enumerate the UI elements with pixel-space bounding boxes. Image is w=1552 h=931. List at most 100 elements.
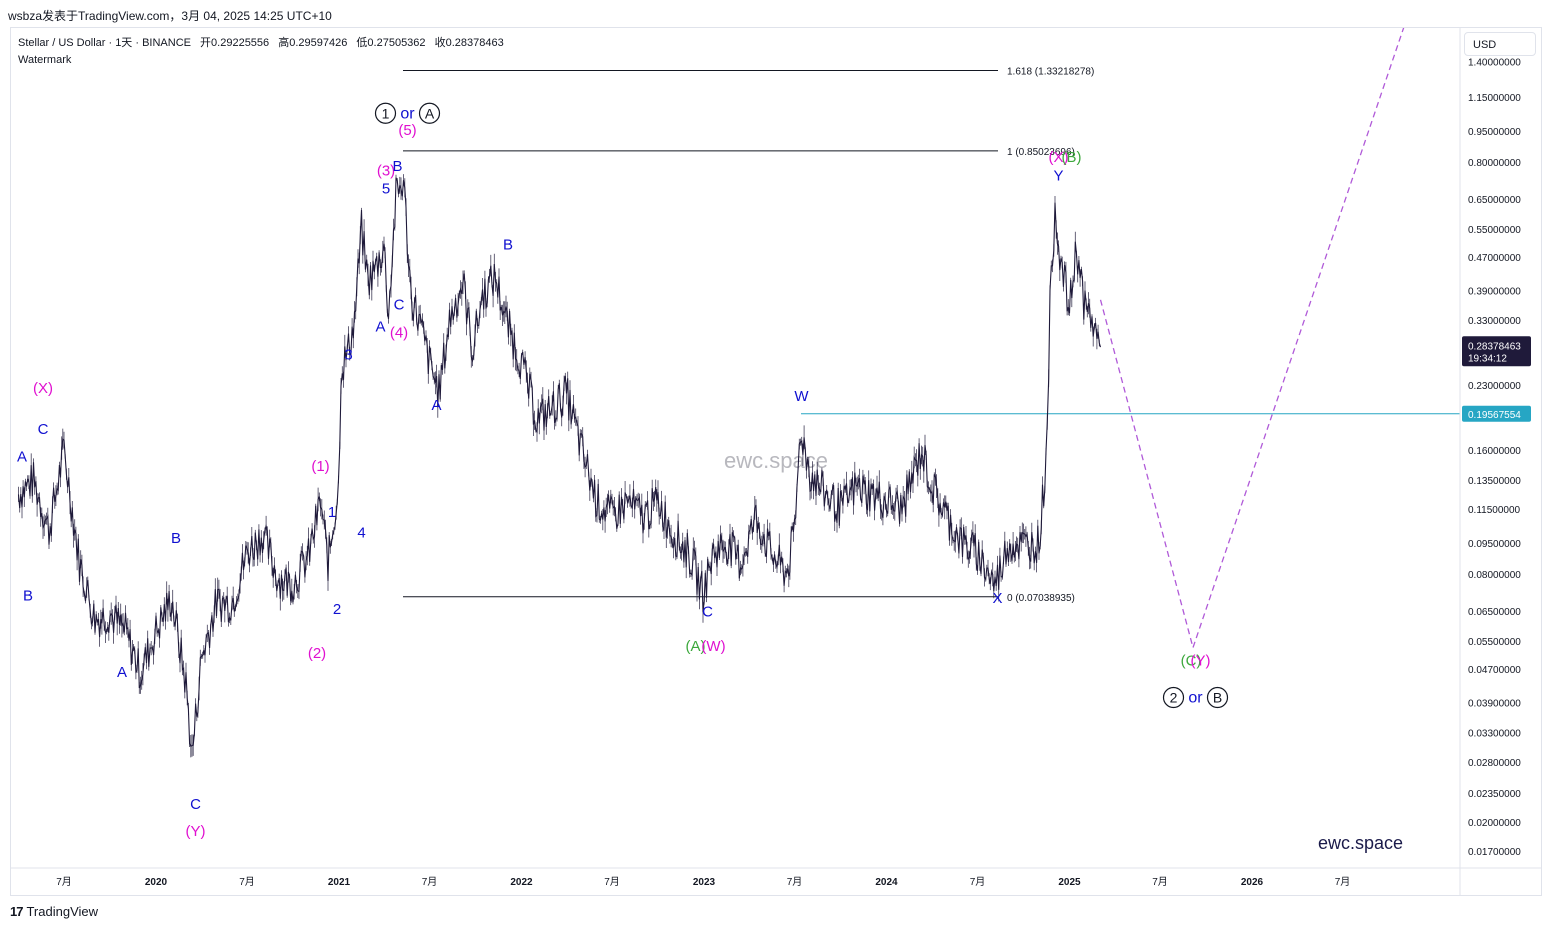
open-value: 0.29225556	[211, 37, 270, 49]
legend-symbol[interactable]: Stellar / US Dollar · 1天 · BINANCE	[18, 37, 191, 49]
wave-label: (2)	[308, 645, 326, 662]
y-tick-label: 0.04700000	[1468, 665, 1521, 676]
chart-frame	[10, 27, 1542, 896]
y-tick-label: 0.02800000	[1468, 758, 1521, 769]
wave-label: X	[992, 590, 1002, 607]
tradingview-logo-icon[interactable]: 17	[10, 904, 24, 919]
circle-sep: or	[400, 105, 415, 122]
close-value: 0.28378463	[445, 37, 504, 49]
footer: 17 TradingView	[10, 904, 98, 919]
x-tick-label: 7月	[56, 876, 72, 888]
watermark-center: ewc.space	[724, 448, 828, 473]
wave-label: (5)	[398, 122, 416, 139]
circle-badge	[374, 102, 397, 124]
price-wicks	[18, 174, 1100, 758]
fib-label: 1.618 (1.33218278)	[1007, 66, 1094, 77]
x-tick-label: 7月	[1335, 876, 1351, 888]
circle-badge-text: A	[425, 105, 435, 121]
wave-label: 4	[357, 525, 365, 542]
wave-label: C	[190, 796, 201, 813]
legend-line: Stellar / US Dollar · 1天 · BINANCE 开0.29…	[18, 35, 504, 52]
y-tick-label: 0.01700000	[1468, 847, 1521, 858]
y-tick-label: 0.33000000	[1468, 316, 1521, 327]
wave-label: B	[171, 530, 181, 547]
y-tick-label: 0.05500000	[1468, 637, 1521, 648]
x-tick-label: 2020	[145, 877, 168, 888]
x-tick-label: 7月	[422, 876, 438, 888]
wave-label: (C)	[1181, 652, 1202, 669]
y-tick-label: 0.47000000	[1468, 253, 1521, 264]
y-tick-label: 1.40000000	[1468, 58, 1521, 69]
wave-label: 5	[382, 180, 390, 197]
low-value: 0.27505362	[367, 37, 426, 49]
wave-label: (3)	[377, 163, 395, 180]
y-tick-label: 0.23000000	[1468, 381, 1521, 392]
circle-badge-text: B	[1213, 689, 1222, 705]
last-price-tag	[1462, 336, 1531, 367]
wave-label: C	[702, 604, 713, 621]
y-tick-label: 0.03300000	[1468, 728, 1521, 739]
y-tick-label: 0.11500000	[1468, 505, 1521, 516]
circle-badge	[418, 102, 441, 124]
watermark-indicator[interactable]: Watermark	[18, 54, 72, 66]
y-tick-label: 0.02000000	[1468, 818, 1521, 829]
y-tick-label: 0.95000000	[1468, 127, 1521, 138]
currency-selector[interactable]: USD	[1464, 32, 1536, 56]
open-label: 开	[200, 37, 212, 49]
support-price-value: 0.19567554	[1468, 410, 1521, 421]
x-tick-label: 7月	[787, 876, 803, 888]
wave-label: (4)	[390, 324, 408, 341]
wave-label: 2	[333, 601, 341, 618]
wave-label: (X)	[33, 380, 53, 397]
high-value: 0.29597426	[289, 37, 348, 49]
circle-label: 2 or B	[1162, 686, 1229, 709]
y-tick-label: 0.39000000	[1468, 286, 1521, 297]
y-tick-label: 0.65000000	[1468, 195, 1521, 206]
x-tick-label: 7月	[1152, 876, 1168, 888]
wave-label: A	[375, 318, 385, 335]
circle-badge	[1162, 686, 1185, 709]
y-tick-label: 0.13500000	[1468, 476, 1521, 487]
price-series	[17, 177, 1102, 747]
y-tick-label: 0.03900000	[1468, 698, 1521, 709]
wave-label: Y	[1053, 168, 1063, 185]
wave-label: 1	[328, 504, 336, 521]
fib-label: 0 (0.07038935)	[1007, 593, 1075, 604]
y-tick-label: 0.09500000	[1468, 539, 1521, 550]
wave-label: W	[794, 388, 809, 405]
wave-label: A	[117, 664, 127, 681]
x-tick-label: 2022	[510, 877, 533, 888]
y-tick-label: 0.08000000	[1468, 570, 1521, 581]
chart-legend: Stellar / US Dollar · 1天 · BINANCE 开0.29…	[18, 35, 504, 69]
close-label: 收	[434, 37, 446, 49]
circle-badge-text: 1	[382, 105, 390, 121]
support-price-tag	[1462, 405, 1531, 422]
watermark-corner: ewc.space	[1318, 833, 1403, 853]
projection-path	[1099, 28, 1405, 650]
wave-label: C	[394, 297, 405, 314]
footer-brand: TradingView	[26, 904, 99, 919]
last-price-value: 0.28378463	[1468, 341, 1521, 352]
circle-badge-text: 2	[1170, 689, 1178, 705]
plot-area: ewc.space 1.618 (1.33218278) 1 (0.85023696…	[17, 28, 1460, 840]
bar-countdown: 19:34:12	[1468, 353, 1507, 364]
y-tick-label: 0.55000000	[1468, 225, 1521, 236]
x-tick-label: 2021	[328, 877, 351, 888]
wave-label: (Y)	[186, 823, 206, 840]
y-tick-label: 0.06500000	[1468, 607, 1521, 618]
x-tick-label: 7月	[604, 876, 620, 888]
x-tick-label: 2024	[875, 877, 898, 888]
circle-badge	[1206, 686, 1229, 709]
wave-label: C	[38, 421, 49, 438]
wave-label: (Y)	[1191, 652, 1211, 669]
x-tick-label: 2025	[1058, 877, 1081, 888]
y-tick-label: 1.15000000	[1468, 93, 1521, 104]
low-label: 低	[356, 37, 368, 49]
wave-label: B	[503, 236, 513, 253]
x-tick-label: 7月	[970, 876, 986, 888]
x-tick-label: 7月	[239, 876, 255, 888]
wave-label: (X)	[1049, 149, 1069, 166]
wave-label: (1)	[311, 458, 329, 475]
y-tick-label: 0.02350000	[1468, 789, 1521, 800]
